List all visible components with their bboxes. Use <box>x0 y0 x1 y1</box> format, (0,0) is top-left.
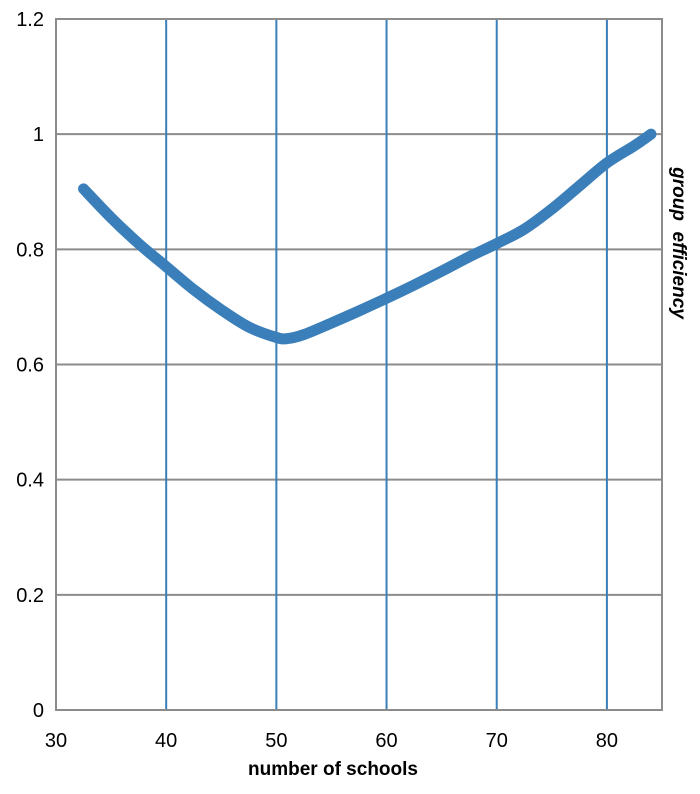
x-tick-labels: 30 40 50 60 70 80 <box>45 730 618 752</box>
x-tick-label: 80 <box>596 730 618 752</box>
y-tick-labels: 0 0.2 0.4 0.6 0.8 1 1.2 <box>16 9 44 722</box>
series-layer <box>78 128 657 345</box>
y-axis-title: group efficiency <box>668 166 689 320</box>
x-tick-label: 70 <box>486 730 508 752</box>
y-tick-label: 0.8 <box>16 239 44 261</box>
horizontal-gridlines <box>56 18 662 711</box>
y-tick-label: 0.2 <box>16 585 44 607</box>
y-tick-label: 0.6 <box>16 355 44 377</box>
x-tick-label: 30 <box>45 730 67 752</box>
y-tick-label: 1.2 <box>16 9 44 31</box>
x-tick-label: 60 <box>375 730 397 752</box>
x-axis-title: number of schools <box>248 759 418 780</box>
vertical-gridlines <box>165 19 608 710</box>
plot-frame <box>55 18 663 711</box>
series-line <box>78 128 657 345</box>
y-tick-label: 1 <box>33 124 44 146</box>
x-tick-label: 50 <box>265 730 287 752</box>
x-tick-label: 40 <box>155 730 177 752</box>
y-tick-label: 0.4 <box>16 470 44 492</box>
y-tick-label: 0 <box>33 700 44 722</box>
